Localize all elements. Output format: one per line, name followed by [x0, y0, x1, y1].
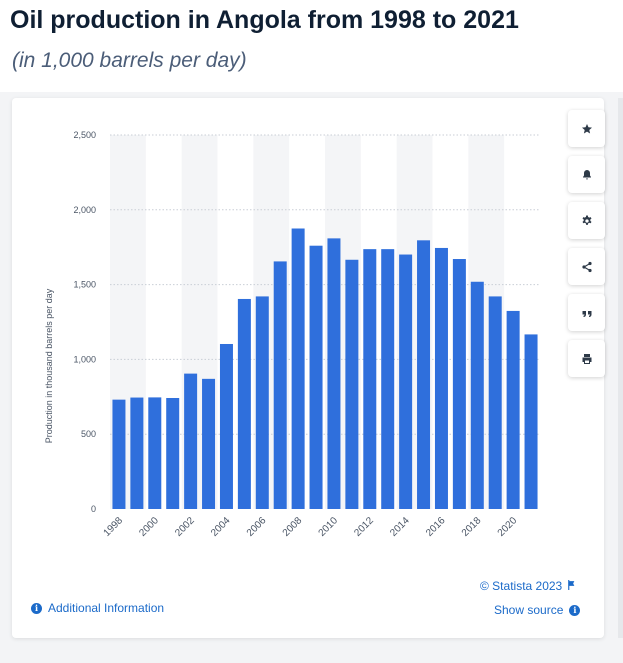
y-tick-label: 1,000	[73, 354, 96, 364]
x-tick-label: 2004	[209, 515, 233, 539]
bar-2013[interactable]	[381, 249, 395, 509]
bar-2009[interactable]	[309, 245, 323, 510]
x-tick-label: 2016	[424, 515, 448, 539]
show-source-label: Show source	[494, 603, 564, 617]
quote-icon	[581, 307, 593, 319]
chart-card: 0 500 1,000 1,500 2,000 2,500 1998 2000 2002 200…	[12, 98, 605, 638]
bar-2017[interactable]	[452, 259, 466, 509]
statista-credit[interactable]: © Statista 2023	[480, 579, 576, 593]
y-tick-label: 500	[81, 429, 96, 439]
share-icon	[581, 261, 593, 273]
print-button[interactable]	[568, 340, 605, 377]
additional-information-label: Additional Information	[48, 601, 165, 615]
additional-information-link[interactable]: i Additional Information	[31, 601, 164, 615]
x-tick-label: 2012	[352, 515, 376, 539]
bar-2019[interactable]	[488, 296, 502, 509]
bar-2007[interactable]	[273, 261, 287, 509]
x-tick-label: 2008	[281, 515, 305, 539]
y-axis-label: Production in thousand barrels per day	[44, 288, 54, 443]
bar-2000[interactable]	[148, 397, 162, 509]
bar-1998[interactable]	[112, 399, 126, 509]
x-tick-label: 2010	[317, 515, 341, 539]
x-tick-label: 2014	[388, 515, 412, 539]
bar-1999[interactable]	[130, 397, 144, 509]
x-tick-label: 2000	[137, 515, 161, 539]
cite-button[interactable]	[568, 294, 605, 331]
y-tick-label: 2,500	[73, 130, 96, 140]
bar-chart: 0 500 1,000 1,500 2,000 2,500 1998 2000 2002 200…	[44, 130, 540, 539]
info-icon: i	[569, 604, 581, 616]
header: Oil production in Angola from 1998 to 20…	[0, 0, 623, 92]
share-button[interactable]	[568, 248, 605, 285]
x-tick-label: 1998	[102, 515, 126, 539]
bar-2020[interactable]	[506, 310, 520, 509]
print-icon	[581, 353, 593, 365]
bar-2010[interactable]	[327, 238, 341, 509]
notification-button[interactable]	[568, 156, 605, 193]
show-source-link[interactable]: Show source i	[494, 603, 581, 617]
bar-2005[interactable]	[237, 298, 251, 509]
bar-2011[interactable]	[345, 259, 359, 509]
bar-2016[interactable]	[434, 247, 448, 509]
bar-2008[interactable]	[291, 228, 305, 510]
page-edge	[618, 98, 623, 638]
x-tick-label: 2018	[460, 515, 484, 539]
x-tick-label: 2002	[173, 515, 197, 539]
bar-2002[interactable]	[184, 373, 198, 509]
y-tick-label: 2,000	[73, 205, 96, 215]
bar-2012[interactable]	[363, 249, 377, 509]
page-title: Oil production in Angola from 1998 to 20…	[10, 6, 519, 34]
y-tick-label: 1,500	[73, 280, 96, 290]
bar-2004[interactable]	[219, 343, 233, 509]
bar-2015[interactable]	[417, 240, 431, 509]
settings-button[interactable]	[568, 202, 605, 239]
page-subtitle: (in 1,000 barrels per day)	[12, 49, 247, 72]
gear-icon	[581, 215, 593, 227]
bar-2006[interactable]	[255, 296, 269, 509]
bar-2021[interactable]	[524, 334, 538, 509]
bar-2014[interactable]	[399, 254, 413, 509]
y-tick-label: 0	[91, 504, 96, 514]
bar-2003[interactable]	[202, 378, 216, 509]
star-button[interactable]	[568, 110, 605, 147]
info-icon: i	[31, 602, 42, 614]
star-icon	[581, 123, 593, 135]
x-tick-label: 2006	[245, 515, 269, 539]
bell-icon	[581, 169, 593, 181]
flag-icon	[567, 579, 576, 593]
bar-2018[interactable]	[470, 281, 484, 509]
credit-text: © Statista 2023	[480, 579, 563, 593]
x-tick-label: 2020	[496, 515, 520, 539]
bar-2001[interactable]	[166, 397, 180, 509]
